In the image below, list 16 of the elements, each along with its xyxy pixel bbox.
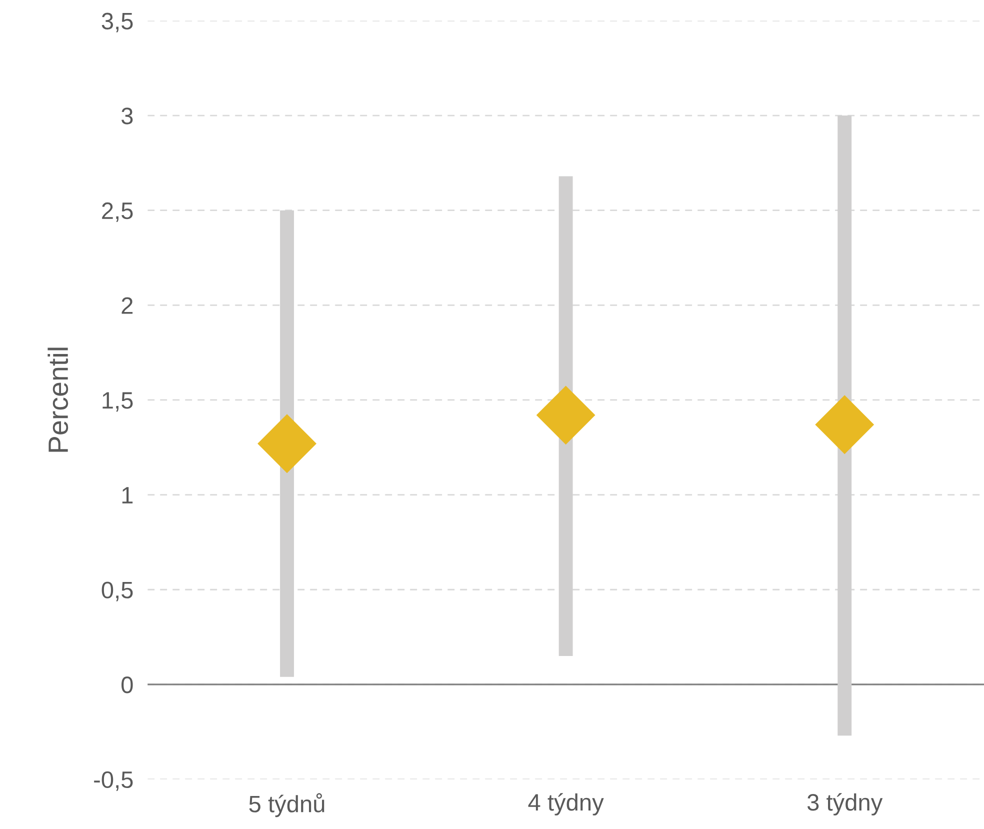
y-tick-label: -0,5 xyxy=(94,771,133,791)
y-tick-label: 3,5 xyxy=(102,12,133,32)
point xyxy=(536,386,596,445)
x-tick-label: 4 týdny xyxy=(528,793,604,816)
point xyxy=(815,395,874,454)
point xyxy=(258,414,316,474)
y-tick-label: 2,5 xyxy=(102,202,133,222)
y-tick-label: 1,5 xyxy=(102,392,133,412)
y-tick-label: 0,5 xyxy=(102,582,133,602)
y-tick-label: 2 xyxy=(122,297,133,314)
y-tick-label: 1 xyxy=(122,487,133,504)
x-tick-label: 3 týdny xyxy=(807,793,883,816)
y-tick-label: 0 xyxy=(122,676,133,694)
y-axis-title: Percentil xyxy=(48,348,68,452)
y-tick-label: 3 xyxy=(121,108,133,124)
x-tick-label: 5 týdnů xyxy=(249,793,324,818)
